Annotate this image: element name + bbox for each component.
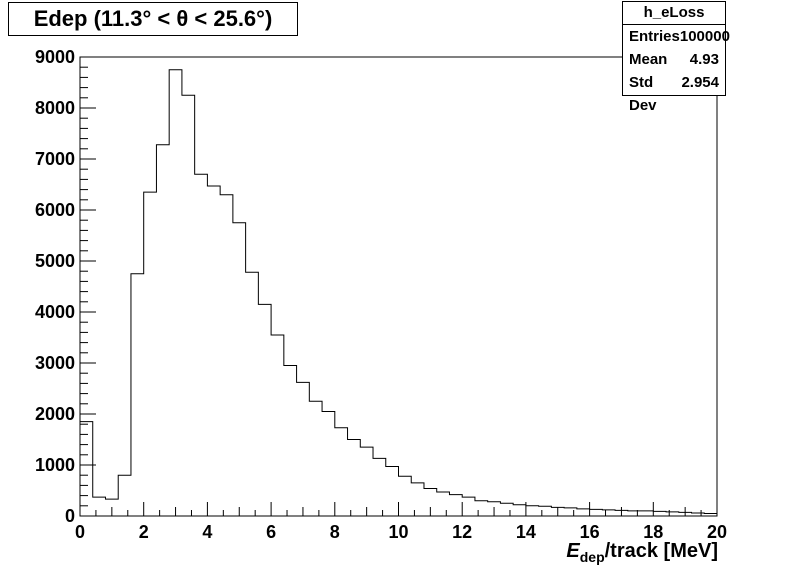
stats-value: 4.93: [689, 51, 719, 68]
x-tick-label: 12: [452, 522, 472, 542]
x-tick-label: 0: [75, 522, 85, 542]
stats-histogram-name: h_eLoss: [623, 2, 725, 25]
x-axis-label-symbol: E: [566, 540, 580, 562]
y-tick-label: 7000: [35, 149, 75, 169]
x-tick-label: 4: [202, 522, 212, 542]
y-tick-label: 9000: [35, 47, 75, 67]
x-axis-label: Edep/track [MeV]: [566, 540, 718, 565]
y-tick-label: 5000: [35, 251, 75, 271]
x-axis-label-subscript: dep: [579, 549, 605, 565]
stats-value: 2.954: [681, 74, 719, 91]
stats-box: h_eLoss Entries 100000 Mean 4.93 Std Dev…: [622, 1, 730, 114]
x-axis: 0 2 4 6 8 10 12 14 16 18 20: [75, 502, 727, 542]
histogram-line: [79, 69, 718, 516]
y-axis: 0 1000 2000 3000 4000 5000 6000 7000 8000 9000: [35, 47, 96, 526]
x-tick-label: 20: [707, 522, 727, 542]
y-tick-label: 2000: [35, 404, 75, 424]
x-tick-label: 14: [516, 522, 536, 542]
y-tick-label: 6000: [35, 200, 75, 220]
plot-frame: [79, 56, 718, 517]
stats-row-entries: Entries 100000: [623, 25, 730, 48]
y-tick-label: 8000: [35, 98, 75, 118]
x-tick-label: 2: [139, 522, 149, 542]
y-tick-label: 0: [65, 506, 75, 526]
x-tick-label: 16: [580, 522, 600, 542]
stats-label: Std Dev: [629, 74, 657, 114]
x-tick-label: 8: [330, 522, 340, 542]
stats-row-mean: Mean 4.93: [623, 48, 725, 71]
stats-label: Mean: [629, 51, 668, 68]
x-axis-label-text: /track [MeV]: [604, 540, 718, 562]
y-tick-label: 1000: [35, 455, 75, 475]
x-tick-label: 18: [643, 522, 663, 542]
chart-title: Edep (11.3° < θ < 25.6°): [8, 2, 298, 36]
stats-value: 100000: [679, 28, 730, 45]
x-tick-label: 6: [266, 522, 276, 542]
stats-row-stddev: Std Dev 2.954: [623, 71, 725, 114]
x-tick-label: 10: [388, 522, 408, 542]
y-tick-label: 4000: [35, 302, 75, 322]
stats-label: Entries: [629, 28, 680, 45]
y-tick-label: 3000: [35, 353, 75, 373]
